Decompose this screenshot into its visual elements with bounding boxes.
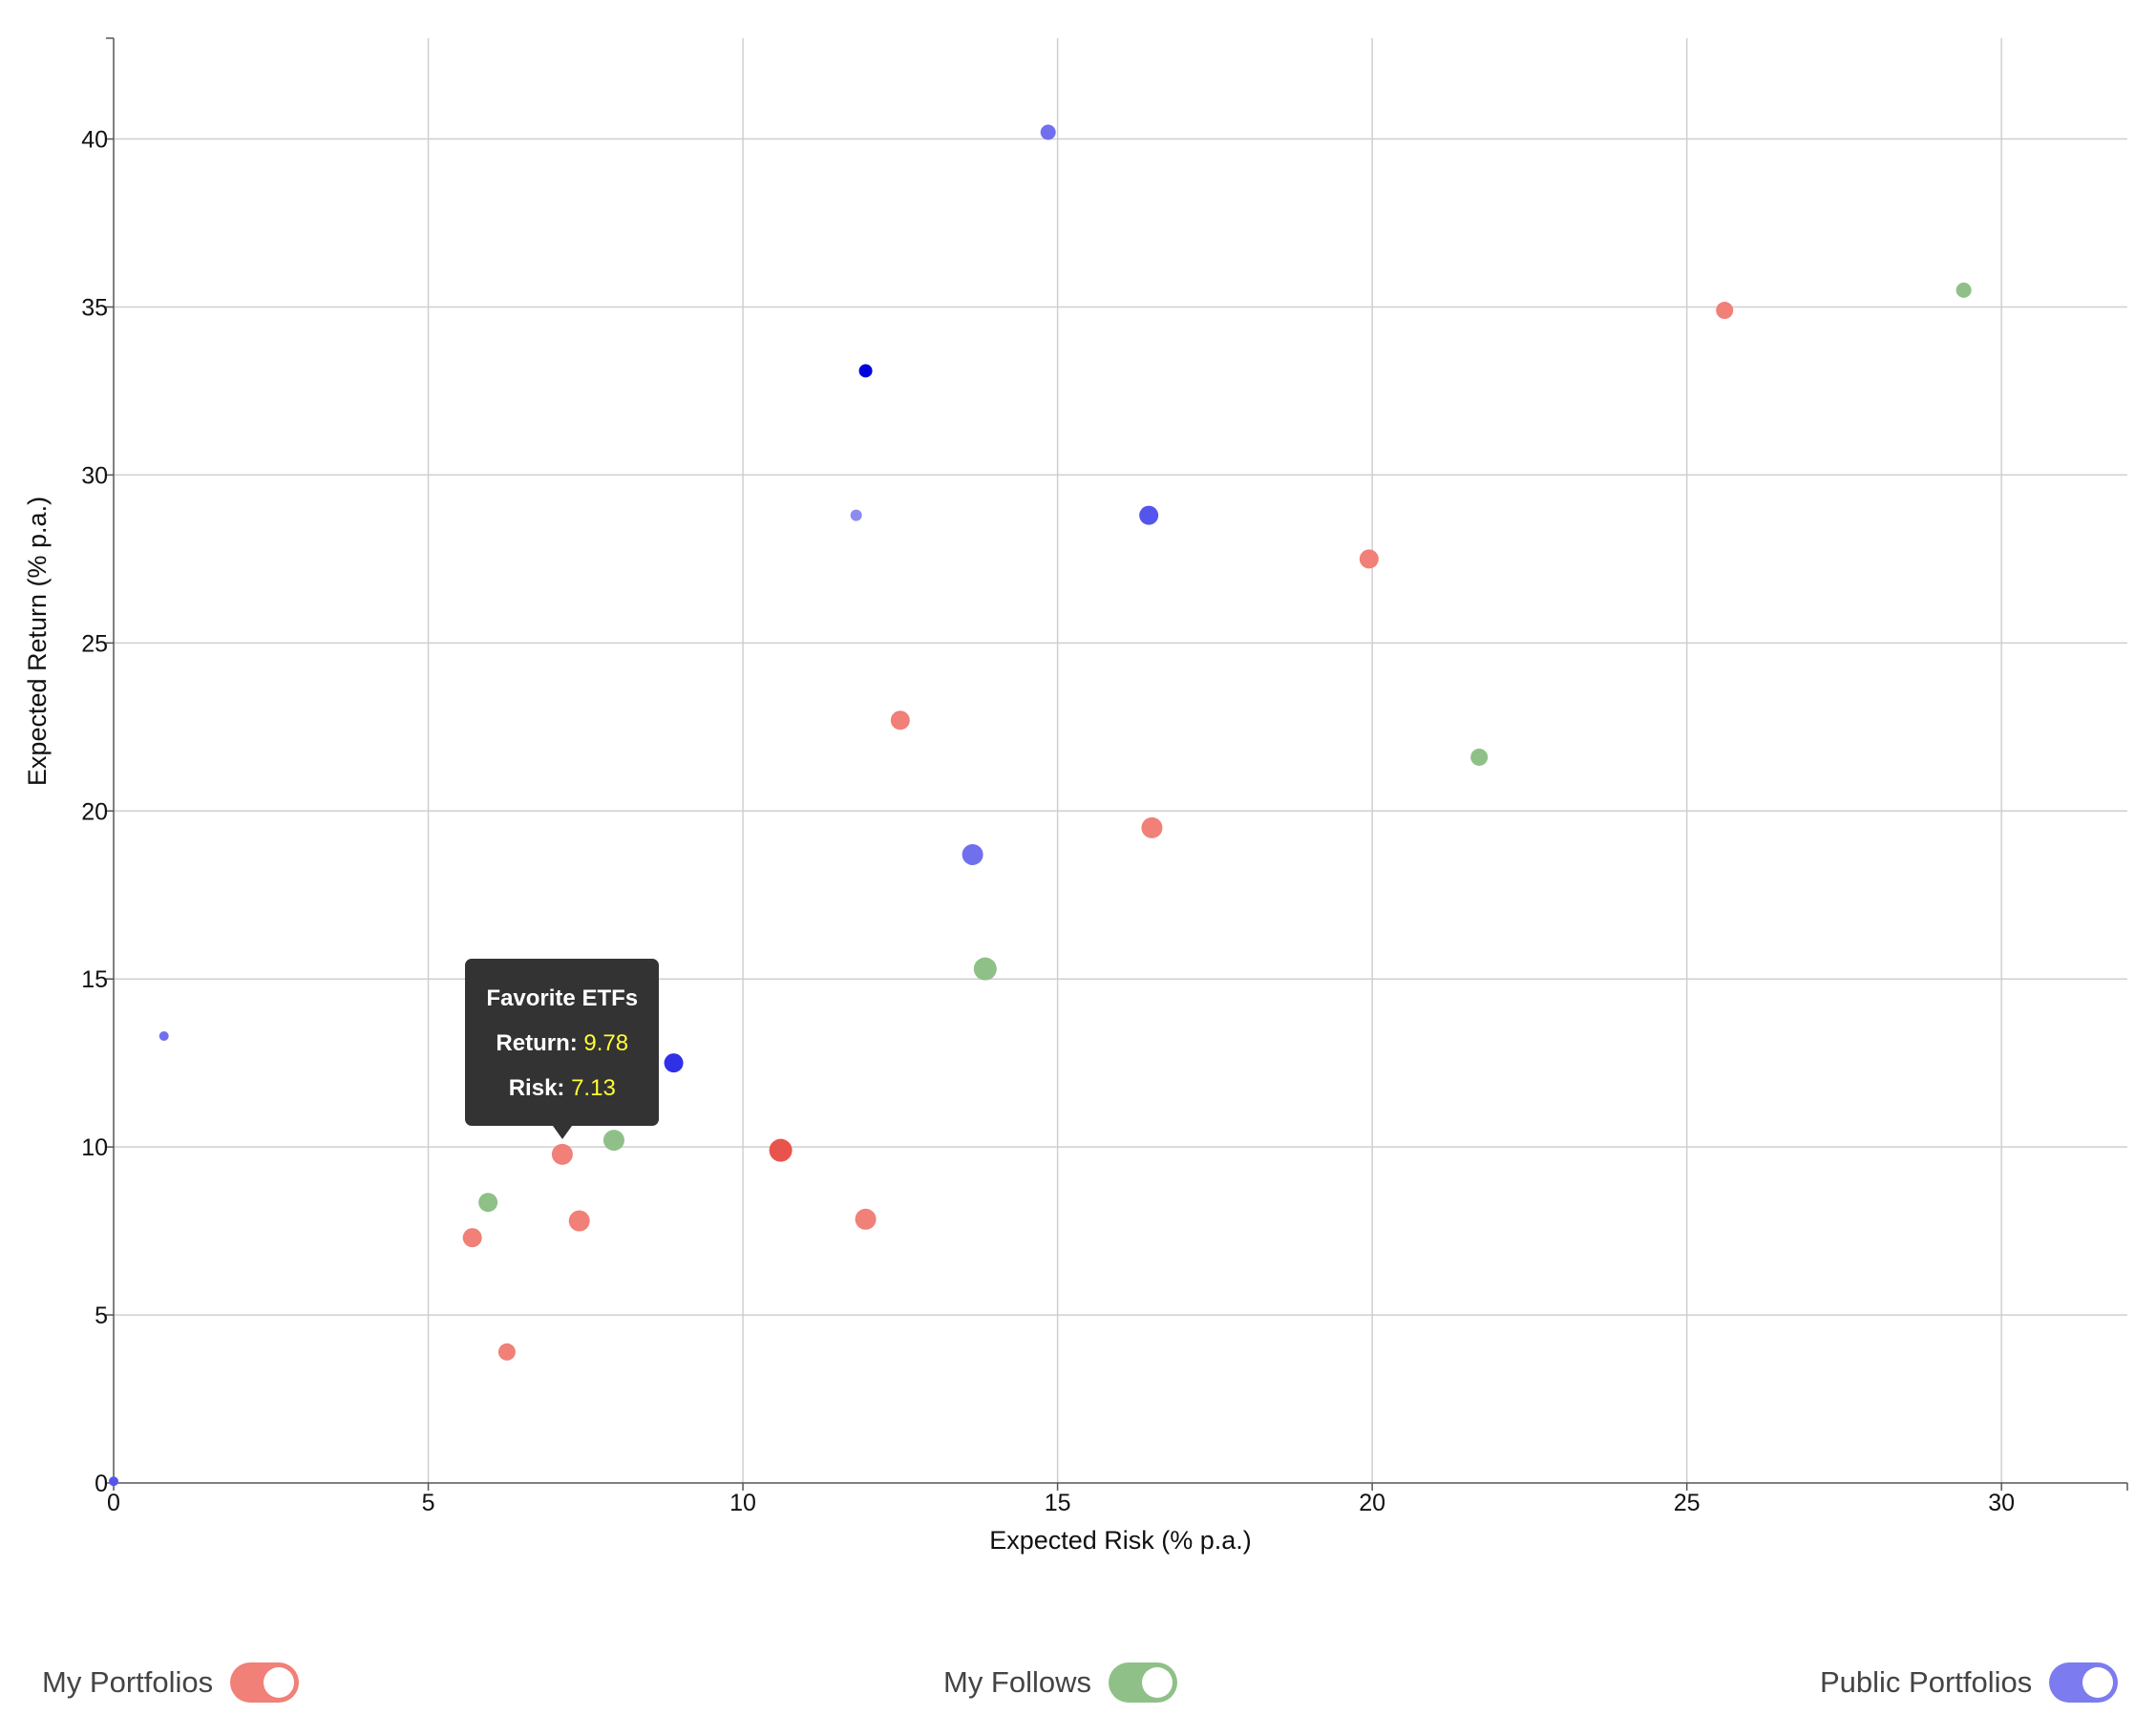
toggle-knob (264, 1667, 295, 1698)
point-my-portfolios[interactable] (568, 1210, 590, 1232)
toggle-my-portfolios[interactable] (230, 1662, 300, 1703)
point-my-portfolios[interactable] (890, 710, 910, 730)
point-my-portfolios[interactable] (855, 1208, 877, 1230)
tooltip-risk-label: Risk: (508, 1074, 565, 1101)
point-my-portfolios[interactable] (1359, 549, 1379, 569)
point-my-portfolios[interactable] (1141, 816, 1163, 838)
tooltip-title: Favorite ETFs (486, 984, 639, 1011)
point-public-portfolios[interactable] (962, 844, 983, 866)
legend-label-my-portfolios: My Portfolios (42, 1665, 214, 1699)
y-tick-label: 5 (95, 1302, 108, 1329)
point-my-follows[interactable] (973, 957, 997, 981)
point-public-portfolios[interactable] (109, 1476, 118, 1487)
point-public-portfolios[interactable] (1040, 124, 1056, 140)
y-tick-label: 30 (81, 462, 108, 489)
toggle-knob (2082, 1667, 2114, 1698)
x-axis-title: Expected Risk (% p.a.) (989, 1526, 1252, 1555)
y-axis-title: Expected Return (% p.a.) (23, 497, 52, 786)
y-tick-label: 40 (81, 127, 108, 154)
grid-lines (114, 38, 2127, 1483)
point-public-portfolios[interactable] (1139, 505, 1159, 525)
y-tick-label: 10 (81, 1134, 108, 1161)
legend-public-portfolios: Public Portfolios (1820, 1662, 2119, 1704)
toggle-knob (1142, 1667, 1173, 1698)
tooltip-risk-row: Risk: 7.13 (486, 1066, 638, 1111)
y-tick-label: 0 (95, 1471, 108, 1497)
toggle-public-portfolios[interactable] (2049, 1662, 2119, 1703)
point-my-portfolios[interactable] (462, 1228, 482, 1248)
data-points (109, 124, 1972, 1487)
legend-my-portfolios: My Portfolios (42, 1662, 300, 1704)
point-my-follows[interactable] (602, 1130, 624, 1152)
point-my-portfolios[interactable] (551, 1143, 573, 1165)
point-my-portfolios[interactable] (769, 1138, 793, 1162)
point-public-portfolios[interactable] (858, 364, 873, 378)
point-my-portfolios[interactable] (1716, 302, 1734, 320)
legend-label-public-portfolios: Public Portfolios (1820, 1665, 2033, 1699)
x-tick-label: 30 (1988, 1490, 2015, 1516)
tooltip-arrow (552, 1125, 572, 1139)
point-tooltip: Favorite ETFs Return: 9.78 Risk: 7.13 (465, 958, 660, 1139)
y-tick-label: 25 (81, 630, 108, 657)
tooltip-return-row: Return: 9.78 (486, 1021, 638, 1066)
y-tick-label: 35 (81, 294, 108, 321)
tooltip-return-label: Return: (496, 1029, 578, 1056)
tick-labels: 0 5 10 15 20 25 30 0 5 10 15 20 25 30 35 40 (81, 37, 2128, 1516)
point-my-follows[interactable] (1955, 282, 1972, 298)
axes (113, 38, 2127, 1484)
tooltip-risk-value: 7.13 (571, 1074, 616, 1101)
x-tick-label: 10 (729, 1490, 756, 1516)
point-my-follows[interactable] (1470, 748, 1489, 766)
point-public-portfolios[interactable] (159, 1031, 169, 1042)
point-my-follows[interactable] (478, 1193, 498, 1213)
legend-label-my-follows: My Follows (943, 1665, 1092, 1699)
point-my-portfolios[interactable] (497, 1343, 516, 1361)
toggle-my-follows[interactable] (1109, 1662, 1178, 1703)
x-tick-label: 5 (422, 1490, 435, 1516)
scatter-chart: 0 5 10 15 20 25 30 0 5 10 15 20 25 30 35 40 Expected Ri… (23, 37, 2128, 1555)
x-tick-label: 20 (1359, 1490, 1385, 1516)
x-tick-label: 15 (1045, 1490, 1071, 1516)
point-public-portfolios[interactable] (850, 509, 862, 521)
tooltip-return-value: 9.78 (583, 1029, 629, 1056)
legend-my-follows: My Follows (943, 1662, 1178, 1704)
y-tick-label: 20 (81, 798, 108, 825)
x-tick-label: 25 (1674, 1490, 1701, 1516)
point-public-portfolios[interactable] (664, 1053, 684, 1073)
x-tick-label: 0 (107, 1490, 120, 1516)
y-tick-label: 15 (81, 966, 108, 993)
